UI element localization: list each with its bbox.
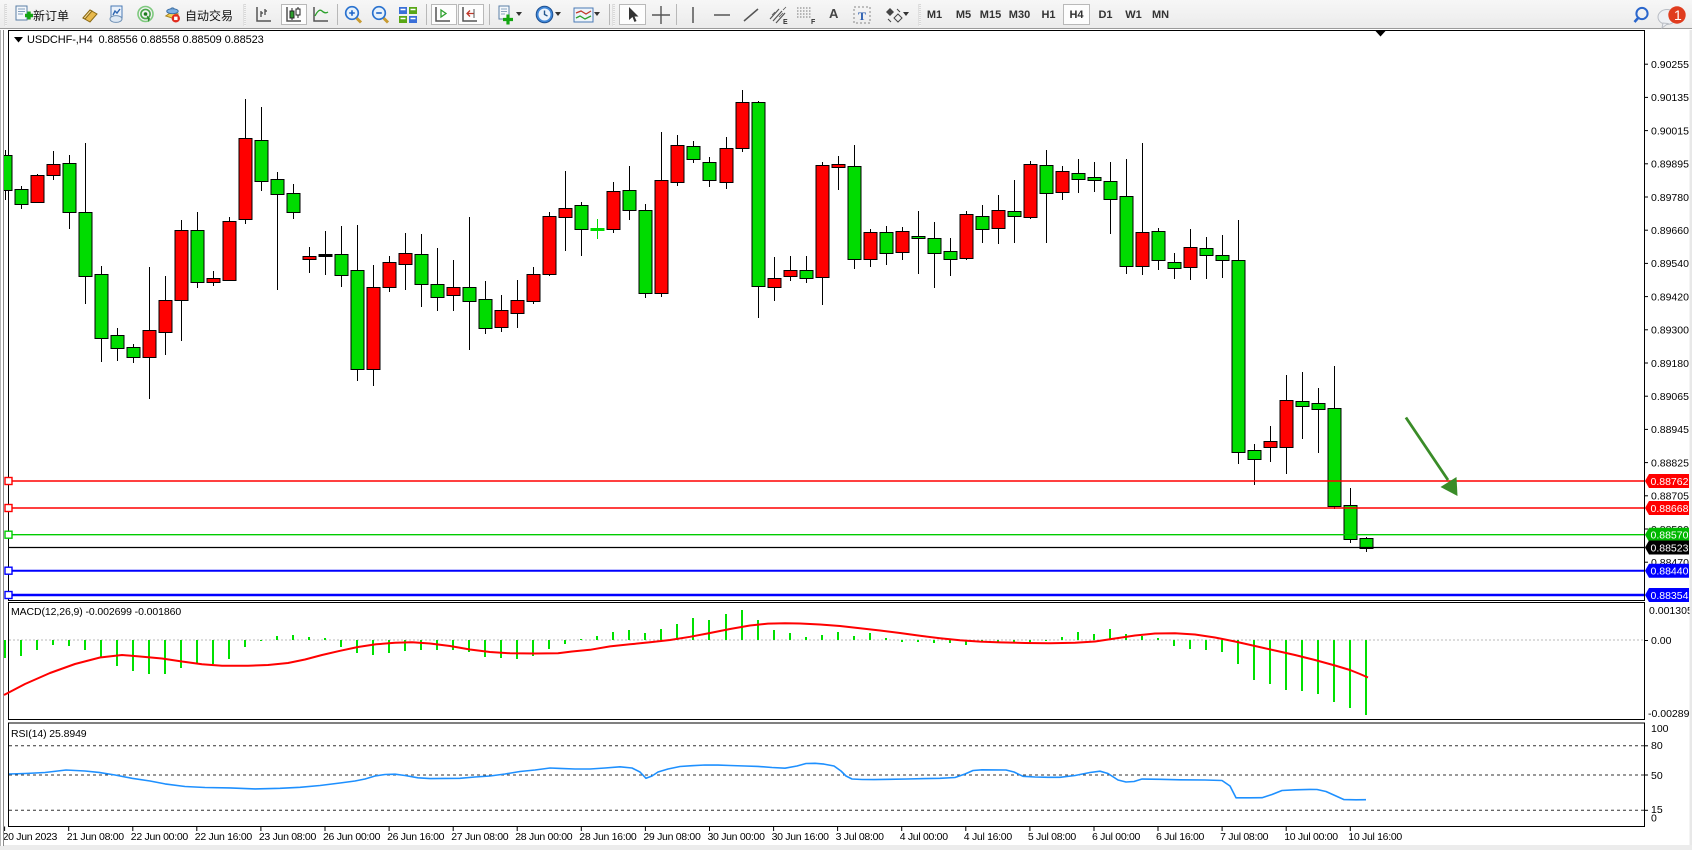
- svg-text:22 Jun 16:00: 22 Jun 16:00: [195, 831, 253, 843]
- svg-text:80: 80: [1651, 740, 1663, 752]
- svg-text:1: 1: [1674, 7, 1682, 23]
- svg-text:3 Jul 08:00: 3 Jul 08:00: [836, 831, 885, 843]
- svg-text:28 Jun 16:00: 28 Jun 16:00: [579, 831, 637, 843]
- svg-text:0.90135: 0.90135: [1651, 92, 1689, 104]
- svg-text:0.88668: 0.88668: [1651, 503, 1689, 515]
- svg-text:27 Jun 08:00: 27 Jun 08:00: [451, 831, 509, 843]
- svg-text:RSI(14) 25.8949: RSI(14) 25.8949: [11, 728, 87, 740]
- svg-text:0.88570: 0.88570: [1651, 530, 1689, 542]
- svg-text:0.88523: 0.88523: [1651, 542, 1689, 554]
- svg-text:0.88825: 0.88825: [1651, 457, 1689, 469]
- svg-text:0.88354: 0.88354: [1651, 590, 1689, 602]
- svg-text:7 Jul 08:00: 7 Jul 08:00: [1220, 831, 1269, 843]
- svg-text:0.89420: 0.89420: [1651, 291, 1689, 303]
- svg-text:0.89780: 0.89780: [1651, 192, 1689, 204]
- svg-text:30 Jun 00:00: 30 Jun 00:00: [708, 831, 766, 843]
- svg-text:6 Jul 00:00: 6 Jul 00:00: [1092, 831, 1141, 843]
- svg-text:0.89065: 0.89065: [1651, 391, 1689, 403]
- svg-text:26 Jun 00:00: 26 Jun 00:00: [323, 831, 381, 843]
- svg-text:0.88762: 0.88762: [1651, 476, 1689, 488]
- svg-text:0.88945: 0.88945: [1651, 424, 1689, 436]
- svg-text:0.00: 0.00: [1651, 635, 1672, 647]
- svg-text:30 Jun 16:00: 30 Jun 16:00: [772, 831, 830, 843]
- svg-text:0.90255: 0.90255: [1651, 59, 1689, 71]
- svg-text:5 Jul 08:00: 5 Jul 08:00: [1028, 831, 1077, 843]
- svg-text:22 Jun 00:00: 22 Jun 00:00: [131, 831, 189, 843]
- svg-text:-0.00289: -0.00289: [1648, 708, 1690, 720]
- svg-text:T: T: [858, 9, 866, 23]
- svg-text:0.89895: 0.89895: [1651, 159, 1689, 171]
- svg-text:4 Jul 16:00: 4 Jul 16:00: [964, 831, 1013, 843]
- svg-text:0.88705: 0.88705: [1651, 491, 1689, 503]
- svg-text:0.89300: 0.89300: [1651, 325, 1689, 337]
- svg-text:USDCHF-,H4 0.88556 0.88558 0.: USDCHF-,H4 0.88556 0.88558 0.88509 0.885…: [27, 34, 264, 46]
- svg-text:0.89540: 0.89540: [1651, 258, 1689, 270]
- svg-text:0.89660: 0.89660: [1651, 225, 1689, 237]
- svg-text:0.89180: 0.89180: [1651, 358, 1689, 370]
- svg-text:20 Jun 2023: 20 Jun 2023: [3, 831, 58, 843]
- svg-text:MACD(12,26,9) -0.002699 -0.001: MACD(12,26,9) -0.002699 -0.001860: [11, 606, 181, 618]
- svg-text:21 Jun 08:00: 21 Jun 08:00: [67, 831, 125, 843]
- svg-text:26 Jun 16:00: 26 Jun 16:00: [387, 831, 445, 843]
- svg-text:E: E: [783, 19, 788, 26]
- svg-text:10 Jul 16:00: 10 Jul 16:00: [1348, 831, 1402, 843]
- svg-text:100: 100: [1651, 723, 1669, 735]
- svg-text:28 Jun 00:00: 28 Jun 00:00: [515, 831, 573, 843]
- svg-text:4 Jul 00:00: 4 Jul 00:00: [900, 831, 949, 843]
- svg-text:6 Jul 16:00: 6 Jul 16:00: [1156, 831, 1205, 843]
- svg-text:F: F: [811, 19, 816, 26]
- svg-text:0.001305: 0.001305: [1649, 605, 1692, 617]
- svg-text:0: 0: [1651, 813, 1657, 825]
- svg-text:23 Jun 08:00: 23 Jun 08:00: [259, 831, 317, 843]
- svg-text:10 Jul 00:00: 10 Jul 00:00: [1284, 831, 1338, 843]
- svg-text:0.88440: 0.88440: [1651, 566, 1689, 578]
- svg-text:0.90015: 0.90015: [1651, 125, 1689, 137]
- svg-text:29 Jun 08:00: 29 Jun 08:00: [643, 831, 701, 843]
- svg-text:50: 50: [1651, 770, 1663, 782]
